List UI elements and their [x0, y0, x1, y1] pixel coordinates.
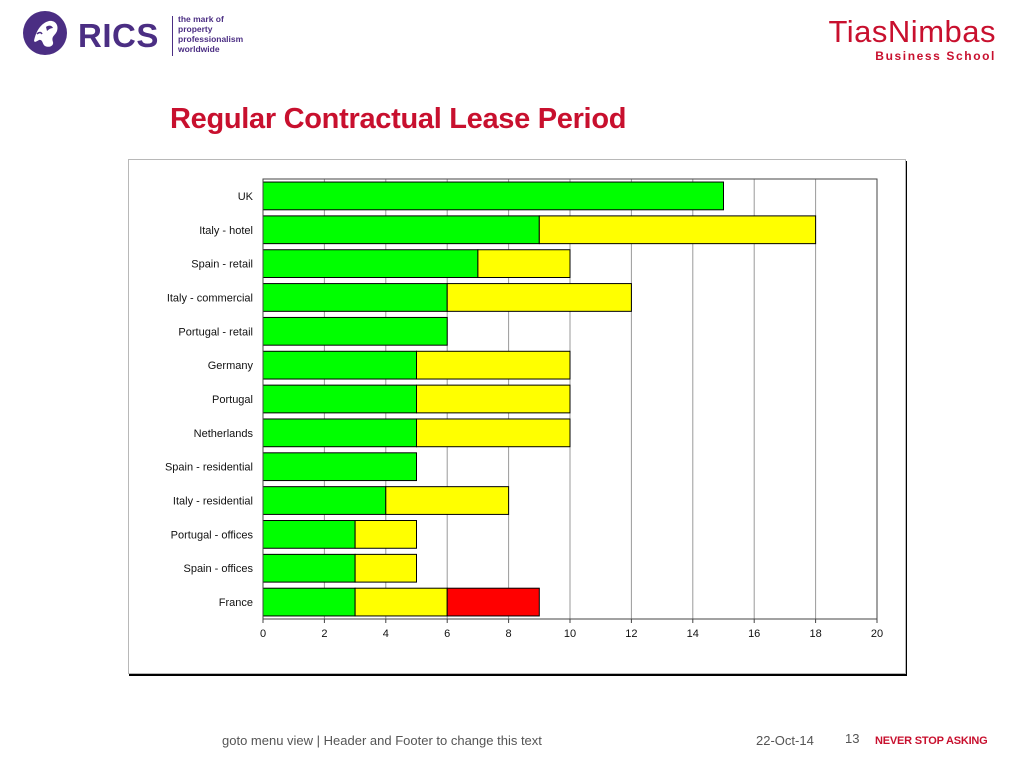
rics-tagline: the mark of property professionalism wor…: [178, 14, 244, 54]
category-label: Spain - offices: [183, 563, 253, 575]
tick-label: 4: [383, 628, 389, 640]
bar-segment: [262, 520, 356, 549]
bar-segment: [262, 452, 417, 482]
tiasnimbas-logo: TiasNimbas Business School: [829, 16, 997, 63]
tick-label: 10: [564, 628, 576, 640]
bar-segment: [262, 384, 417, 414]
bar-segment: [262, 587, 356, 617]
tiasnimbas-subtitle: Business School: [875, 49, 996, 63]
category-label: Spain - retail: [191, 259, 253, 271]
page-number: 13: [845, 731, 860, 746]
rics-logo: RICS the mark of property professionalis…: [22, 10, 243, 60]
bar-segment: [354, 520, 418, 549]
bar-segment: [446, 587, 540, 617]
bar-segment: [262, 418, 417, 448]
bar-segment: [354, 587, 448, 617]
category-label: Italy - hotel: [199, 225, 253, 237]
bar-segment: [262, 350, 417, 380]
bar-segment: [262, 486, 387, 515]
bar-segment: [416, 350, 571, 380]
stacked-bar-chart: UK Italy - hotel Spain - retail Italy - com…: [165, 178, 883, 640]
category-label: Netherlands: [194, 428, 254, 440]
bar-segment: [262, 553, 356, 583]
category-label: France: [219, 597, 253, 609]
tiasnimbas-wordmark: TiasNimbas: [828, 14, 996, 49]
category-label: Spain - residential: [165, 462, 253, 474]
bar-segment: [538, 215, 817, 245]
bar-segment: [262, 249, 479, 278]
tick-label: 2: [321, 628, 327, 640]
tick-label: 14: [687, 628, 699, 640]
footer-date: 22-Oct-14: [756, 733, 814, 748]
tick-label: 16: [748, 628, 760, 640]
bar-segment: [262, 316, 448, 346]
tick-label: 0: [260, 628, 266, 640]
bar-segment: [262, 283, 448, 312]
chart-frame: UK Italy - hotel Spain - retail Italy - com…: [128, 159, 906, 674]
bar-segment: [416, 418, 571, 448]
bar-segment: [354, 553, 418, 583]
tick-label: 18: [809, 628, 821, 640]
footer-text: goto menu view | Header and Footer to ch…: [222, 733, 542, 748]
category-label: Italy - residential: [173, 496, 253, 508]
bar-segment: [385, 486, 510, 515]
tick-label: 12: [625, 628, 637, 640]
tick-label: 6: [444, 628, 450, 640]
category-label: Italy - commercial: [167, 292, 253, 304]
tick-label: 20: [871, 628, 883, 640]
tick-label: 8: [506, 628, 512, 640]
category-label: Portugal: [212, 394, 253, 406]
bar-segment: [262, 215, 540, 245]
footer-slogan: NEVER STOP ASKING: [875, 735, 988, 747]
bar-segment: [416, 384, 571, 414]
page-title: Regular Contractual Lease Period: [170, 103, 627, 135]
logo-divider: [172, 16, 173, 56]
rics-wordmark: RICS: [78, 17, 159, 54]
category-label: Portugal - retail: [178, 326, 253, 338]
bar-segment: [446, 283, 632, 312]
category-label: Germany: [208, 360, 254, 372]
bar-segment: [262, 181, 724, 211]
category-label: Portugal - offices: [171, 529, 254, 541]
category-label: UK: [238, 191, 254, 203]
rics-lion-emblem-icon: [23, 11, 67, 55]
bar-segment: [477, 249, 571, 278]
